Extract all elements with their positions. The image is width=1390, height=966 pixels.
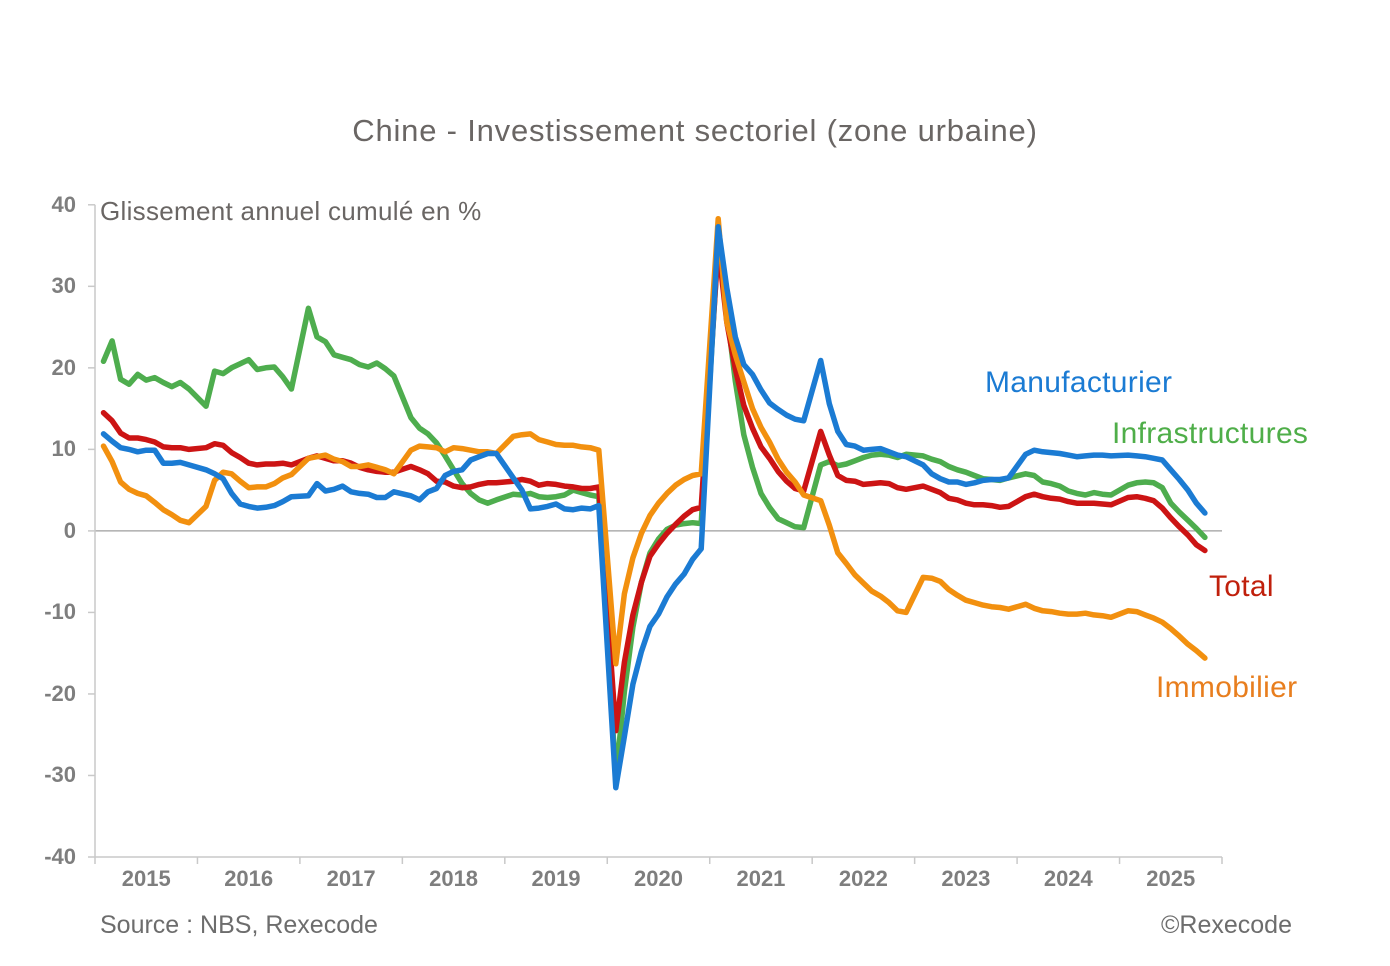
source-note: Source : NBS, Rexecode [100, 911, 378, 939]
x-tick-label: 2022 [838, 866, 888, 891]
x-tick-label: 2018 [429, 866, 479, 891]
y-tick-label: -40 [44, 844, 76, 869]
legend-label-total: Total [1209, 570, 1274, 603]
x-tick-label: 2021 [736, 866, 786, 891]
x-tick-label: 2025 [1146, 866, 1196, 891]
y-tick-label: -30 [44, 762, 76, 788]
x-tick-label: 2024 [1043, 866, 1093, 891]
y-tick-label: -20 [44, 680, 76, 706]
y-tick-label: 20 [51, 354, 76, 380]
chart-title: Chine - Investissement sectoriel (zone u… [352, 113, 1038, 148]
x-tick-label: 2017 [326, 866, 376, 891]
x-tick-label: 2023 [941, 866, 991, 891]
series-line-immobilier [100, 215, 1208, 667]
x-tick-label: 2020 [634, 866, 683, 891]
x-tick-label: 2016 [224, 866, 274, 891]
legend-label-immobilier: Immobilier [1156, 671, 1298, 704]
axis-unit-label: Glissement annuel cumulé en % [100, 196, 482, 226]
x-tick-label: 2019 [531, 866, 581, 891]
copyright-note: ©Rexecode [1161, 911, 1292, 939]
x-tick-label: 2015 [121, 866, 171, 891]
y-tick-label: 10 [51, 436, 76, 462]
y-tick-label: 0 [63, 517, 76, 543]
y-tick-label: -10 [44, 599, 76, 625]
legend-label-manufacturier: Manufacturier [985, 366, 1173, 399]
y-tick-label: 30 [51, 273, 76, 299]
series-line-total [100, 242, 1208, 734]
series-line-manufacturier [100, 224, 1208, 791]
legend-label-infrastructures: Infrastructures [1112, 417, 1309, 450]
y-tick-label: 40 [51, 191, 76, 217]
